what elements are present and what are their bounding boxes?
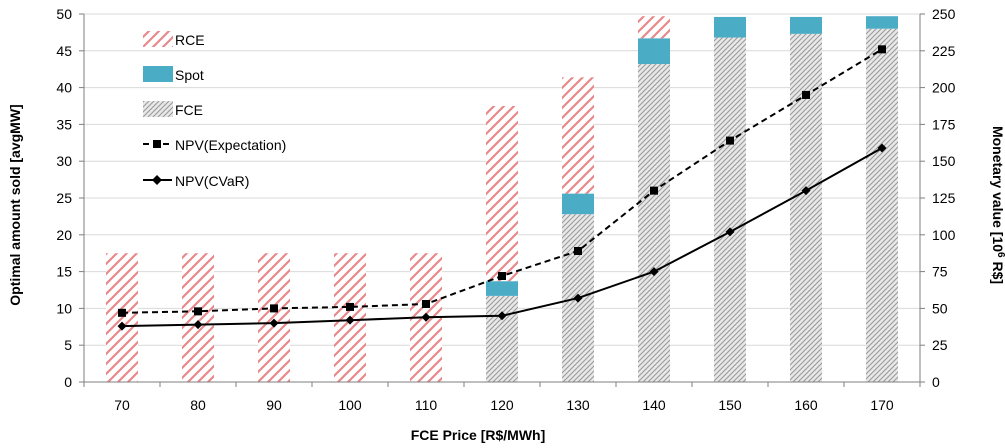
point-npv-expectation-70 [118, 308, 126, 317]
y2-tick-label: 50 [932, 300, 948, 316]
point-npv-cvar-140 [649, 267, 659, 277]
y-tick-label: 50 [56, 6, 72, 22]
x-tick-label: 170 [870, 397, 894, 413]
bars [106, 16, 898, 382]
point-npv-cvar-130 [573, 293, 583, 303]
y-tick-label: 10 [56, 300, 72, 316]
bar-spot-160 [790, 16, 822, 34]
x-tick-label: 160 [794, 397, 818, 413]
y2-axis-title-part1: Monetary value [10 [990, 126, 1005, 252]
y-tick-label: 25 [56, 190, 72, 206]
bar-spot-130 [562, 193, 594, 215]
y-tick-label: 30 [56, 153, 72, 169]
point-npv-cvar-90 [269, 318, 279, 328]
y2-tick-label: 125 [932, 190, 956, 206]
y-tick-label: 40 [56, 80, 72, 96]
point-npv-expectation-140 [650, 186, 658, 195]
point-npv-expectation-100 [346, 302, 354, 311]
point-npv-expectation-130 [574, 246, 582, 255]
y-tick-label: 45 [56, 43, 72, 59]
point-npv-cvar-160 [801, 186, 811, 196]
legend-label-spot: Spot [175, 67, 204, 83]
legend-marker-npv-expectation [153, 140, 161, 148]
y2-tick-label: 75 [932, 264, 948, 280]
x-tick-label: 70 [114, 397, 130, 413]
bar-rce-70 [106, 253, 138, 382]
y-tick-label: 0 [64, 374, 72, 390]
legend-swatch-fce [143, 101, 173, 117]
legend-swatch-spot [143, 66, 173, 82]
y2-axis-title-part2: R$] [990, 258, 1005, 284]
y2-axis-title-exponent: 6 [996, 252, 1005, 258]
bar-spot-140 [638, 38, 670, 65]
y-axis-title: Optimal amount sold [avgMW] [7, 104, 23, 305]
point-npv-cvar-120 [497, 311, 507, 321]
y2-tick-label: 100 [932, 227, 956, 243]
bar-rce-130 [562, 77, 594, 194]
y2-tick-label: 200 [932, 80, 956, 96]
axes: 0 5 10 15 20 25 30 35 40 45 50 0 25 50 75 100 125 150 175 2… [56, 6, 955, 413]
y2-tick-label: 175 [932, 116, 956, 132]
x-tick-label: 80 [190, 397, 206, 413]
bar-fce-160 [790, 33, 822, 382]
point-npv-expectation-80 [194, 307, 202, 316]
point-npv-cvar-70 [117, 321, 127, 331]
bar-rce-120 [486, 106, 518, 282]
bar-spot-120 [486, 281, 518, 296]
y2-tick-label: 225 [932, 43, 956, 59]
bar-rce-90 [258, 253, 290, 382]
point-npv-cvar-110 [421, 312, 431, 322]
x-tick-label: 100 [338, 397, 362, 413]
y2-tick-label: 250 [932, 6, 956, 22]
x-tick-label: 90 [266, 397, 282, 413]
point-npv-expectation-160 [802, 90, 810, 99]
bar-rce-80 [182, 253, 214, 382]
bar-fce-120 [486, 295, 518, 382]
x-tick-label: 130 [566, 397, 590, 413]
point-npv-expectation-120 [498, 272, 506, 281]
x-tick-label: 120 [490, 397, 514, 413]
bar-fce-170 [866, 28, 898, 382]
legend-label-npv-expectation: NPV(Expectation) [175, 137, 286, 153]
x-tick-label: 110 [415, 397, 438, 413]
legend-label-rce: RCE [175, 32, 205, 48]
bar-spot-170 [866, 16, 898, 29]
y2-tick-label: 150 [932, 153, 956, 169]
y2-tick-label: 25 [932, 337, 948, 353]
point-npv-expectation-110 [422, 299, 430, 308]
y-tick-label: 20 [56, 227, 72, 243]
x-axis-title: FCE Price [R$/MWh] [411, 427, 546, 443]
y-tick-label: 5 [64, 337, 72, 353]
legend: RCE Spot FCE NPV(Expectation) NPV(CVaR) [143, 31, 286, 189]
x-tick-label: 150 [718, 397, 742, 413]
y-tick-label: 35 [56, 116, 72, 132]
x-tick-label: 140 [642, 397, 666, 413]
legend-swatch-rce [143, 31, 173, 47]
point-npv-expectation-90 [270, 304, 278, 313]
point-npv-expectation-170 [878, 45, 886, 54]
legend-marker-npv-cvar [152, 175, 162, 185]
lines [117, 45, 887, 331]
bar-fce-150 [714, 37, 746, 382]
bar-fce-140 [638, 64, 670, 382]
point-npv-cvar-170 [877, 143, 887, 153]
legend-label-fce: FCE [175, 102, 203, 118]
bar-spot-150 [714, 16, 746, 38]
legend-label-npv-cvar: NPV(CVaR) [175, 173, 249, 189]
y2-axis-title: Monetary value [106 R$] [990, 126, 1005, 284]
point-npv-cvar-150 [725, 227, 735, 237]
point-npv-expectation-150 [726, 136, 734, 145]
y-tick-label: 15 [56, 264, 72, 280]
bar-rce-140 [638, 16, 670, 39]
point-npv-cvar-80 [193, 320, 203, 330]
y2-tick-label: 0 [932, 374, 940, 390]
point-npv-cvar-100 [345, 315, 355, 325]
